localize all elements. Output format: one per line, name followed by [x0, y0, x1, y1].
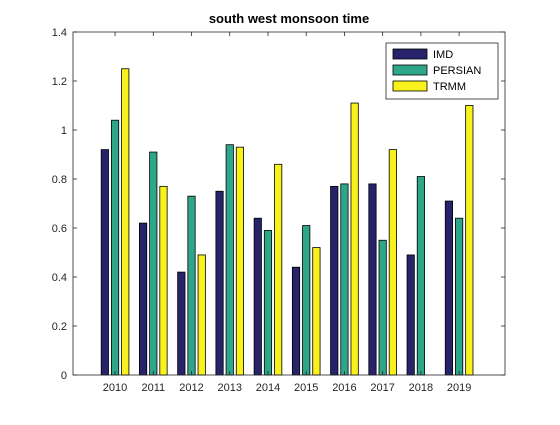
y-tick-label: 0 — [61, 370, 67, 382]
bar-trmm-2017 — [389, 150, 396, 375]
x-tick-label: 2015 — [294, 382, 318, 394]
bar-persian-2010 — [111, 120, 118, 375]
y-tick-label: 1.4 — [52, 27, 67, 39]
y-tick-label: 0.4 — [52, 272, 67, 284]
bar-imd-2011 — [139, 223, 146, 375]
x-tick-label: 2016 — [332, 382, 356, 394]
bar-trmm-2016 — [351, 103, 358, 375]
legend-label-trmm: TRMM — [433, 81, 466, 93]
bar-imd-2015 — [292, 267, 299, 375]
chart-title: south west monsoon time — [209, 11, 369, 26]
x-tick-label: 2012 — [179, 382, 203, 394]
bar-persian-2019 — [455, 218, 462, 375]
bar-persian-2014 — [264, 230, 271, 375]
legend-swatch-trmm — [393, 81, 427, 91]
bar-trmm-2019 — [466, 106, 473, 376]
legend-swatch-imd — [393, 49, 427, 59]
bar-trmm-2012 — [198, 255, 205, 375]
legend-label-persian: PERSIAN — [433, 65, 481, 77]
bar-imd-2012 — [178, 272, 185, 375]
legend-label-imd: IMD — [433, 49, 453, 61]
x-tick-label: 2010 — [103, 382, 127, 394]
bar-trmm-2011 — [160, 186, 167, 375]
bar-persian-2013 — [226, 145, 233, 375]
legend: IMD PERSIAN TRMM — [386, 43, 498, 99]
y-tick-label: 0.6 — [52, 223, 67, 235]
y-tick-label: 0.8 — [52, 174, 67, 186]
y-tick-label: 1 — [61, 125, 67, 137]
bar-imd-2018 — [407, 255, 414, 375]
bar-trmm-2014 — [275, 164, 282, 375]
bar-persian-2018 — [417, 177, 424, 375]
x-tick-label: 2018 — [409, 382, 433, 394]
y-tick-label: 0.2 — [52, 321, 67, 333]
x-tick-label: 2017 — [370, 382, 394, 394]
x-tick-label: 2019 — [447, 382, 471, 394]
bar-trmm-2013 — [236, 147, 243, 375]
bar-imd-2010 — [101, 150, 108, 375]
bar-imd-2016 — [331, 186, 338, 375]
bar-imd-2014 — [254, 218, 261, 375]
bar-persian-2017 — [379, 240, 386, 375]
bar-imd-2019 — [445, 201, 452, 375]
x-tick-label: 2013 — [218, 382, 242, 394]
x-tick-label: 2011 — [141, 382, 165, 394]
x-tick-label: 2014 — [256, 382, 280, 394]
bar-trmm-2015 — [313, 248, 320, 375]
bar-imd-2017 — [369, 184, 376, 375]
bar-imd-2013 — [216, 191, 223, 375]
bar-persian-2016 — [341, 184, 348, 375]
y-tick-label: 1.2 — [52, 76, 67, 88]
bar-persian-2012 — [188, 196, 195, 375]
bar-persian-2011 — [150, 152, 157, 375]
bar-persian-2015 — [303, 226, 310, 375]
legend-swatch-persian — [393, 65, 427, 75]
bar-trmm-2010 — [122, 69, 129, 375]
